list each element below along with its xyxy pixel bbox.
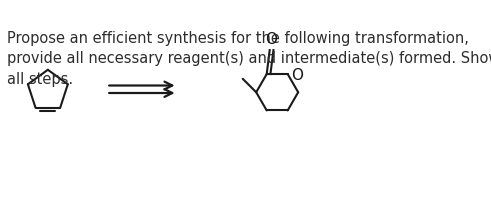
Text: O: O <box>291 68 302 83</box>
Text: O: O <box>265 32 277 47</box>
Text: Propose an efficient synthesis for the following transformation,
provide all nec: Propose an efficient synthesis for the f… <box>7 31 491 87</box>
